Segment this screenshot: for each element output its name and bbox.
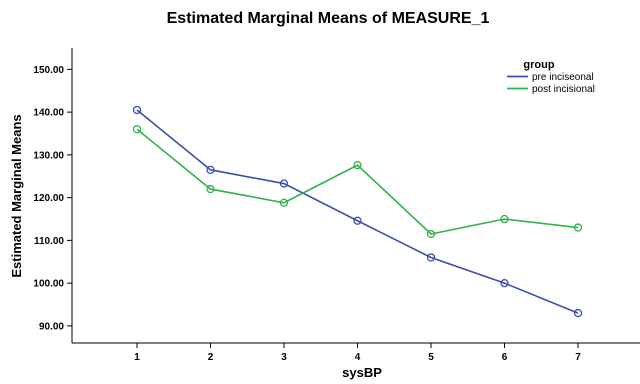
y-tick-label: 90.00: [39, 321, 64, 332]
x-axis-ticks: 1 2 3 4 5 6 7: [134, 343, 581, 363]
y-axis-title: Estimated Marginal Means: [9, 114, 24, 277]
legend-label: post incisional: [532, 84, 595, 95]
y-tick-label: 120.00: [33, 193, 64, 204]
y-tick-label: 110.00: [34, 236, 64, 247]
data-point: [206, 165, 215, 174]
series-1: [132, 125, 583, 239]
y-tick-label: 130.00: [33, 150, 64, 161]
data-point: [353, 216, 362, 225]
series-line: [136, 109, 579, 314]
data-point: [353, 160, 362, 170]
x-tick-label: 6: [502, 352, 508, 363]
data-point: [206, 184, 215, 194]
x-tick-label: 2: [208, 352, 214, 363]
data-point: [279, 198, 289, 207]
data-point: [279, 179, 289, 188]
x-tick-label: 3: [281, 352, 287, 363]
x-tick-label: 5: [428, 352, 434, 363]
legend-title: group: [523, 59, 554, 71]
series-0: [132, 105, 583, 318]
data-point: [500, 214, 509, 224]
x-tick-label: 1: [134, 352, 140, 363]
y-axis-ticks: 90.00 100.00 110.00 120.00 130.00 140.00 150.0…: [33, 65, 72, 332]
series-layer: [132, 105, 583, 318]
x-axis-title: sysBP: [342, 365, 382, 380]
data-point: [500, 278, 509, 288]
x-tick-label: 4: [355, 352, 361, 363]
y-tick-label: 100.00: [33, 279, 64, 290]
y-tick-label: 150.00: [33, 65, 64, 76]
data-point: [573, 223, 583, 232]
x-tick-label: 7: [575, 352, 581, 363]
series-line: [136, 128, 579, 235]
data-point: [132, 125, 142, 134]
data-point: [573, 308, 583, 318]
data-point: [132, 105, 142, 115]
data-point: [426, 253, 436, 262]
y-tick-label: 140.00: [33, 108, 64, 119]
legend-label: pre inciseonal: [532, 72, 594, 83]
data-point: [426, 229, 436, 239]
chart-title: Estimated Marginal Means of MEASURE_1: [167, 10, 490, 27]
